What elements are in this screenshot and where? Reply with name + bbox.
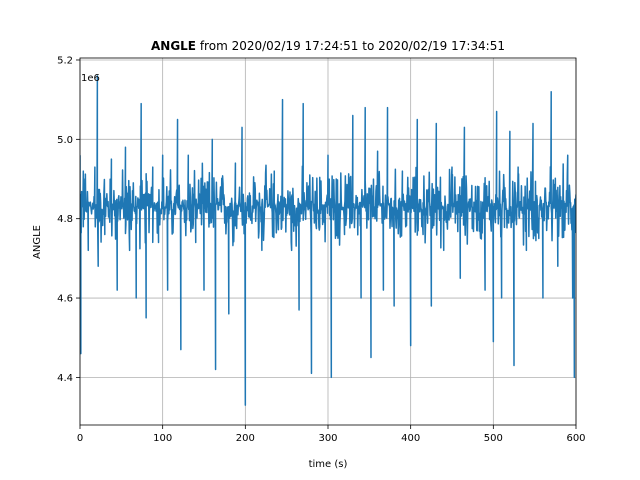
x-tick-label: 300 (318, 433, 337, 444)
x-axis-label: time (s) (309, 459, 348, 470)
series-line-angle (80, 75, 576, 406)
y-tick-label: 5.2 (57, 55, 73, 66)
ticks: 0 100 200 300 400 500 600 4.4 4.6 4.8 5.0 5.2 (57, 55, 585, 444)
y-tick-label: 4.4 (57, 373, 73, 384)
x-tick-label: 100 (153, 433, 172, 444)
x-tick-label: 400 (401, 433, 420, 444)
chart-title: ANGLE from 2020/02/19 17:24:51 to 2020/0… (151, 39, 505, 53)
x-tick-label: 500 (484, 433, 503, 444)
x-tick-label: 200 (236, 433, 255, 444)
x-tick-label: 600 (566, 433, 585, 444)
x-tick-label: 0 (77, 433, 83, 444)
y-tick-label: 5.0 (57, 135, 73, 146)
y-tick-label: 4.8 (57, 214, 73, 225)
y-tick-label: 4.6 (57, 294, 73, 305)
offset-label: 1e6 (81, 73, 100, 84)
title-rest-part: from 2020/02/19 17:24:51 to 2020/02/19 1… (196, 39, 505, 53)
y-axis-label: ANGLE (32, 225, 43, 259)
title-bold-part: ANGLE (151, 39, 196, 53)
series-layer (80, 75, 576, 406)
